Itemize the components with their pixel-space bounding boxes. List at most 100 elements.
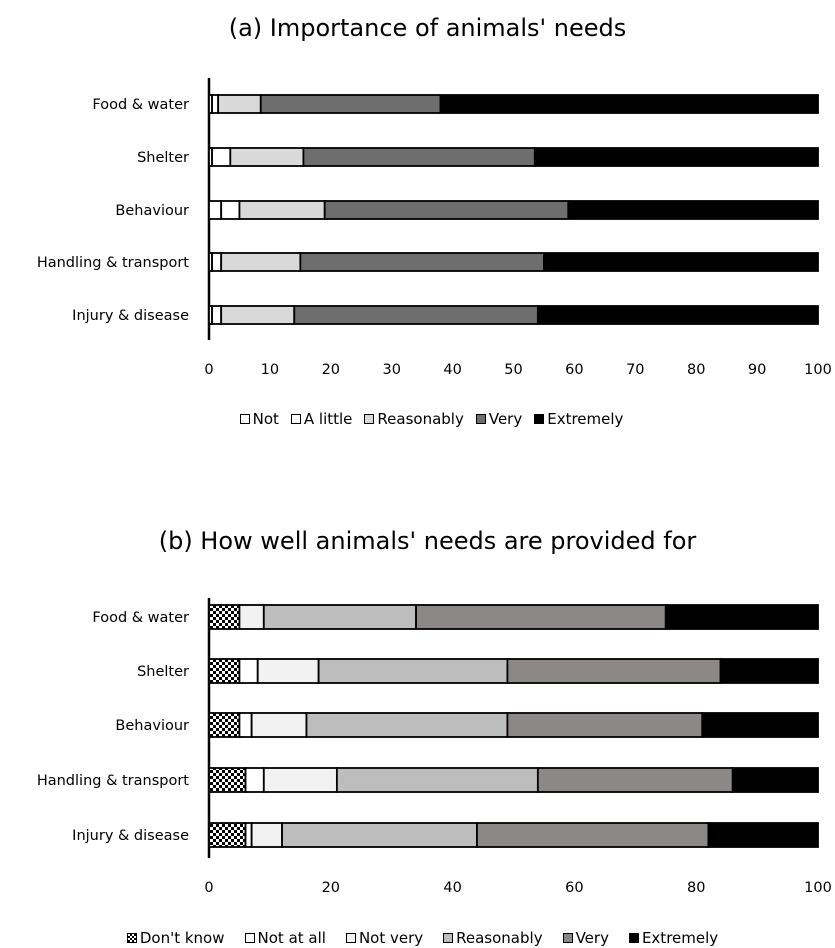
chart-b-bar-segment — [317, 658, 509, 684]
chart-b-bar-segment — [208, 712, 241, 738]
chart-b-bar-segment — [250, 822, 283, 848]
chart-a-bar-segment — [220, 252, 302, 272]
chart-a-bar-segment — [211, 305, 223, 325]
chart-a-bar-segment — [536, 305, 819, 325]
chart-b-legend-label: Not at all — [257, 929, 326, 947]
chart-a-x-tick-label: 20 — [322, 362, 340, 378]
chart-b-bar-segment — [238, 604, 265, 630]
chart-a-x-tick-label: 40 — [443, 362, 461, 378]
chart-b-bar-segment — [335, 767, 539, 793]
chart-a-x-tick-label: 80 — [687, 362, 705, 378]
chart-a-plot: Food & water Shelter Behaviour Handling & t… — [37, 78, 832, 378]
chart-a-x-tick-label: 0 — [204, 362, 213, 378]
chart-a-legend-swatch — [239, 414, 250, 424]
chart-b-bar-segment — [731, 767, 819, 793]
chart-a-legend-swatch — [290, 414, 301, 424]
chart-b-legend-item: Extremely — [628, 929, 719, 947]
chart-a-bar-segment — [567, 200, 819, 220]
chart-b-legend-swatch — [244, 933, 255, 943]
chart-b-bar-segment — [244, 767, 265, 793]
chart-b-legend-label: Reasonably — [456, 929, 543, 947]
chart-b-bar-segment — [262, 767, 338, 793]
chart-a-legend-swatch — [475, 414, 486, 424]
chart-a-x-tick-label: 30 — [382, 362, 400, 378]
chart-a-bar-segment — [211, 252, 223, 272]
chart-b-legend-item: Very — [562, 929, 609, 947]
chart-b-category-label: Behaviour — [115, 718, 189, 734]
chart-b-bar-segment — [208, 767, 247, 793]
chart-b-bar-segment — [208, 604, 241, 630]
chart-b-category-label: Shelter — [137, 664, 189, 680]
chart-b-bar-segment — [238, 712, 253, 738]
chart-b-legend-swatch — [345, 933, 356, 943]
chart-a-title: (a) Importance of animals' needs — [228, 14, 627, 42]
chart-b-category-label: Food & water — [92, 610, 189, 626]
chart-a-x-tick-label: 60 — [565, 362, 583, 378]
chart-b-legend-swatch — [126, 933, 137, 943]
chart-b-legend-item: Not very — [345, 929, 424, 947]
chart-a-x-tick-label: 70 — [626, 362, 644, 378]
chart-a-bar-segment — [229, 147, 305, 167]
chart-a-legend-label: A little — [303, 410, 353, 428]
chart-a-bar-segment — [533, 147, 819, 167]
chart-b-bar-segment — [719, 658, 819, 684]
chart-a-bar-segment — [543, 252, 819, 272]
chart-b-plot: Food & water Shelter Behaviour Handling & t… — [37, 598, 832, 896]
chart-a-legend-label: Reasonably — [377, 410, 464, 428]
chart-b-bar-segment — [305, 712, 509, 738]
chart-a-x-tick-label: 50 — [504, 362, 522, 378]
chart-a-legend-item: Not — [239, 410, 279, 428]
chart-b-title: (b) How well animals' needs are provided… — [158, 527, 697, 555]
chart-b-x-tick-label: 80 — [687, 880, 705, 896]
chart-b-bar-segment — [208, 658, 241, 684]
chart-b-legend-label: Extremely — [641, 929, 719, 947]
chart-a-bar-segment — [238, 200, 326, 220]
chart-b-bar-segment — [701, 712, 819, 738]
chart-b-bar-segment — [506, 658, 722, 684]
chart-b-bar-segment — [415, 604, 667, 630]
chart-a-legend-label: Not — [252, 410, 279, 428]
chart-b-bar-segment — [281, 822, 478, 848]
chart-b-x-tick-label: 60 — [565, 880, 583, 896]
chart-a-bar-segment — [220, 200, 241, 220]
chart-a-category-label: Injury & disease — [72, 308, 189, 324]
chart-a-legend: Not A little Reasonably Very Extremely — [20, 410, 835, 428]
chart-a-bar-segment — [211, 147, 232, 167]
chart-a-bar-segment — [217, 94, 262, 114]
chart-b-x-tick-label: 0 — [204, 880, 213, 896]
chart-a-legend-item: A little — [290, 410, 353, 428]
chart-b-bar-segment — [476, 822, 710, 848]
chart-b-bar-segment — [244, 822, 253, 848]
chart-b-bar-segment — [208, 822, 247, 848]
chart-a-category-label: Food & water — [92, 97, 189, 113]
chart-b-bar-segment — [506, 712, 704, 738]
chart-b-bar-segment — [536, 767, 734, 793]
chart-a-bar-segment — [211, 94, 220, 114]
chart-b-legend-item: Don't know — [126, 929, 225, 947]
chart-a-bar-segment — [302, 147, 536, 167]
chart-b-legend-item: Not at all — [244, 929, 326, 947]
chart-a-legend-label: Extremely — [547, 410, 624, 428]
chart-b-legend: Don't know Not at all Not very Reasonably Ve… — [15, 929, 835, 947]
chart-b-x-tick-label: 20 — [322, 880, 340, 896]
chart-b-x-tick-label: 40 — [443, 880, 461, 896]
chart-b-legend-item: Reasonably — [443, 929, 543, 947]
chart-a-legend-swatch — [534, 414, 545, 424]
chart-b-bar-segment — [256, 658, 320, 684]
chart-a-bar-segment — [299, 252, 545, 272]
chart-b-bar-segment — [238, 658, 259, 684]
chart-a-bar-segment — [220, 305, 296, 325]
chart-a-bar-segment — [323, 200, 570, 220]
chart-a-category-label: Handling & transport — [37, 255, 189, 271]
chart-b-legend-swatch — [443, 933, 454, 943]
chart-a-legend-item: Very — [475, 410, 522, 428]
chart-b-legend-swatch — [562, 933, 573, 943]
chart-b-legend-label: Don't know — [139, 929, 225, 947]
chart-a-bar-segment — [208, 200, 223, 220]
chart-b-legend-label: Not very — [358, 929, 424, 947]
chart-a-category-label: Shelter — [137, 150, 189, 166]
chart-a-x-tick-label: 90 — [748, 362, 766, 378]
chart-a-bar-segment — [293, 305, 539, 325]
chart-a-legend-item: Reasonably — [364, 410, 464, 428]
chart-b-category-label: Injury & disease — [72, 828, 189, 844]
